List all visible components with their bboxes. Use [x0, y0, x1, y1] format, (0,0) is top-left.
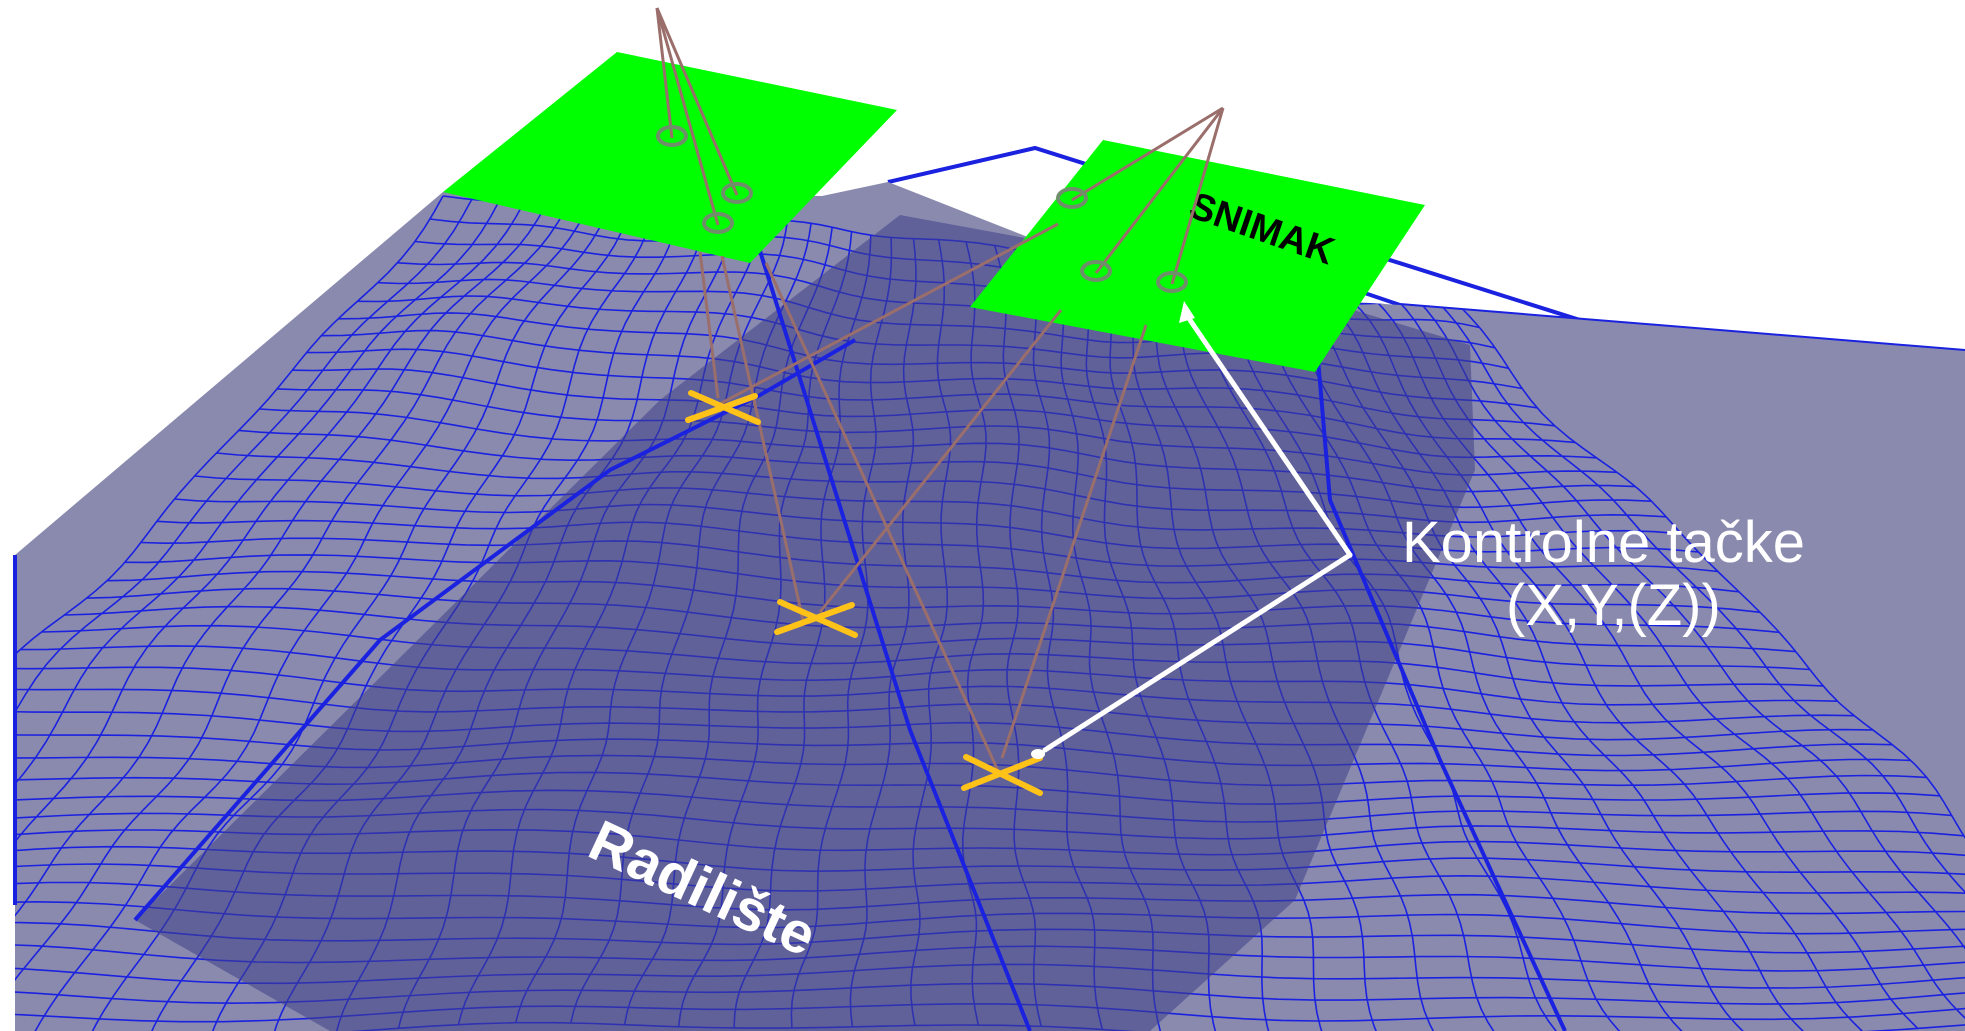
control-points	[685, 390, 1043, 796]
arrowhead-icon	[1179, 301, 1195, 323]
mesh-line	[1421, 286, 1965, 1021]
mesh-line	[15, 202, 525, 1031]
image-point	[1080, 260, 1112, 282]
image-points	[656, 125, 1188, 293]
annotation-arrows	[1042, 317, 1353, 753]
mesh-line	[15, 195, 444, 1031]
cross-marker-icon	[685, 390, 761, 425]
cross-marker-icon	[774, 599, 858, 638]
arrowhead-icon	[1031, 749, 1045, 759]
image-frames: SNIMAK	[443, 52, 1425, 372]
section-lines	[133, 234, 1567, 1031]
control-points-label: Kontrolne tačke	[1402, 510, 1805, 575]
control-points-coords: (X,Y,(Z))	[1506, 573, 1721, 638]
image-point	[1156, 271, 1188, 293]
image-point	[702, 212, 734, 234]
image-frame-left	[443, 52, 897, 263]
image-point	[656, 125, 688, 147]
mesh-line	[31, 211, 587, 1031]
mesh-line	[15, 199, 473, 1031]
mesh-line	[1402, 285, 1965, 1022]
image-point	[721, 182, 753, 204]
mesh-line	[15, 207, 568, 1031]
image-frame-right	[970, 140, 1425, 372]
mesh-line	[15, 201, 500, 1031]
cross-marker-icon	[961, 754, 1043, 796]
mesh-line	[1441, 289, 1965, 1022]
projection-rays	[655, 7, 1225, 774]
image-point	[1056, 187, 1088, 209]
mesh-line	[15, 204, 547, 1031]
